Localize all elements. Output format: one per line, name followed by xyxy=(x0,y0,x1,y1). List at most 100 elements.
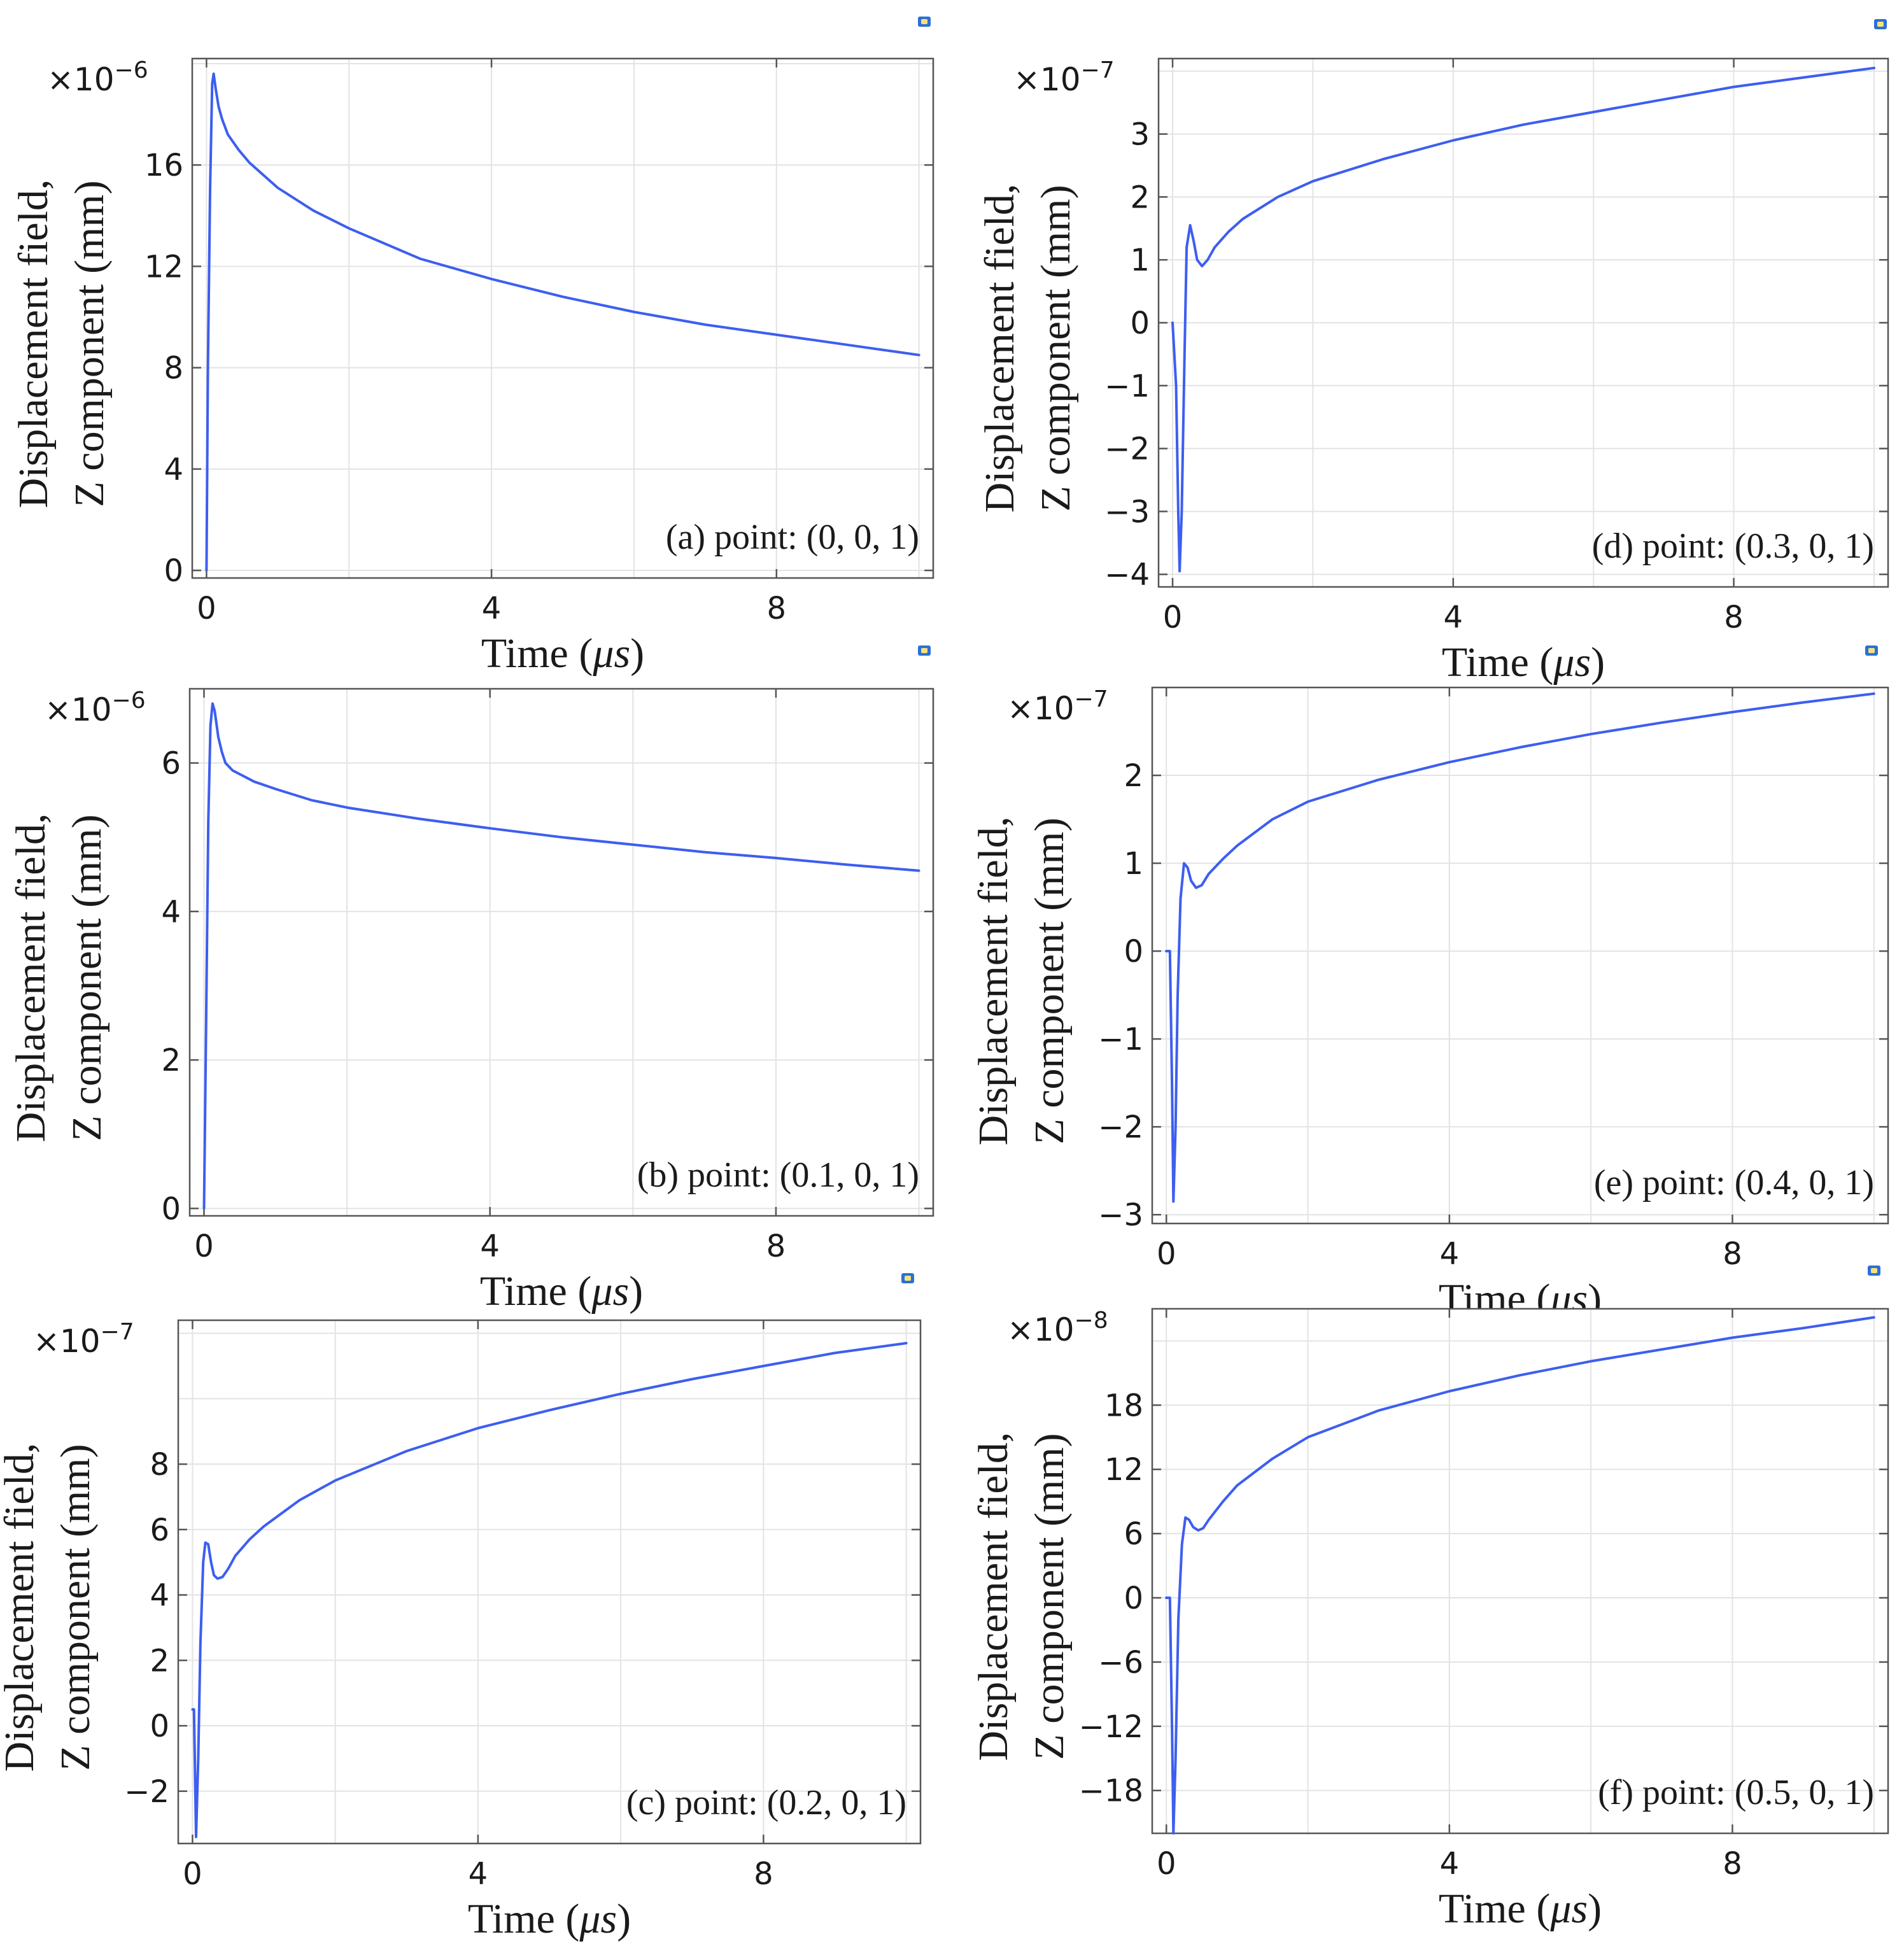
y-tick-label: 6 xyxy=(161,746,181,782)
x-tick-label: 4 xyxy=(1440,1846,1460,1882)
plot-frame xyxy=(191,57,934,579)
legend-marker-icon xyxy=(1865,645,1878,656)
x-tick-label: 4 xyxy=(482,591,502,626)
x-tick-label: 4 xyxy=(469,1856,488,1892)
x-tick-label: 0 xyxy=(1157,1236,1176,1272)
y-tick-label: −2 xyxy=(1098,1110,1143,1145)
series-line xyxy=(1171,66,1875,573)
y-tick-label: −18 xyxy=(1079,1773,1143,1809)
y-tick-label: −2 xyxy=(1104,432,1150,467)
y-tick-label: −1 xyxy=(1098,1022,1143,1057)
point-annotation: (f) point: (0.5, 0, 1) xyxy=(1598,1773,1874,1812)
x-axis-label: Time (μs) xyxy=(480,1268,643,1315)
legend-marker-inner xyxy=(1871,1268,1877,1273)
x-tick-label: 8 xyxy=(1723,1846,1742,1882)
x-axis-label: Time (μs) xyxy=(481,630,644,677)
y-tick-label: −12 xyxy=(1079,1709,1143,1745)
y-tick-label: 0 xyxy=(164,553,183,589)
plot-frame xyxy=(177,1319,922,1845)
y-tick-label: 2 xyxy=(1124,758,1143,794)
y-tick-label: −1 xyxy=(1104,369,1150,404)
series-line xyxy=(202,702,920,1210)
x-tick-label: 0 xyxy=(183,1856,202,1892)
plot-frame xyxy=(188,687,934,1217)
y-tick-label: 4 xyxy=(161,894,181,930)
y-tick-label: −2 xyxy=(124,1774,169,1810)
legend-marker-icon xyxy=(1874,19,1887,29)
y-tick-label: 12 xyxy=(145,249,183,285)
legend-marker-icon xyxy=(1868,1266,1880,1276)
y-tick-label: 6 xyxy=(150,1512,169,1548)
y-axis-multiplier: ×10−8 xyxy=(1007,1308,1108,1348)
x-tick-label: 0 xyxy=(197,591,216,626)
plot-area xyxy=(192,59,933,578)
y-tick-label: 8 xyxy=(150,1447,169,1483)
y-axis-label-line2: Z component (mm) xyxy=(66,180,113,507)
point-annotation: (e) point: (0.4, 0, 1) xyxy=(1594,1163,1874,1202)
x-tick-label: 4 xyxy=(1444,600,1463,635)
x-tick-label: 8 xyxy=(1724,600,1744,635)
x-axis-label: Time (μs) xyxy=(468,1896,631,1942)
y-tick-label: 0 xyxy=(1124,934,1143,969)
y-axis-multiplier: ×10−7 xyxy=(1007,686,1108,727)
plot-area xyxy=(190,689,933,1216)
y-tick-label: −3 xyxy=(1098,1197,1143,1233)
subplot-f: 0 4 8 −18 −12 −6 0 6 12 18 ×10−8 Displacement field… xyxy=(970,1266,1889,1932)
legend-marker-inner xyxy=(1877,22,1884,27)
y-tick-label: −6 xyxy=(1098,1645,1143,1681)
series-line xyxy=(205,72,920,572)
subplot-a: 0 4 8 0 4 8 12 16 ×10−6 Displacement field, Z comp… xyxy=(10,17,934,677)
plot-area xyxy=(178,1320,920,1844)
legend-marker-icon xyxy=(918,17,931,27)
y-tick-label: 16 xyxy=(145,148,183,183)
y-axis-multiplier: ×10−6 xyxy=(47,57,148,98)
y-axis-label-line1: Displacement field, xyxy=(977,184,1023,513)
y-axis-label-line1: Displacement field, xyxy=(970,1432,1017,1761)
y-tick-label: 6 xyxy=(1124,1516,1143,1552)
y-axis-label-line1: Displacement field, xyxy=(10,180,57,509)
y-axis-multiplier: ×10−7 xyxy=(33,1319,134,1360)
x-tick-label: 8 xyxy=(1723,1236,1742,1272)
x-tick-label: 4 xyxy=(1440,1236,1460,1272)
legend-marker-icon xyxy=(918,645,931,656)
y-tick-label: 4 xyxy=(150,1578,169,1614)
point-annotation: (d) point: (0.3, 0, 1) xyxy=(1592,526,1874,566)
y-tick-label: 12 xyxy=(1104,1452,1143,1488)
y-axis-multiplier: ×10−7 xyxy=(1013,57,1115,98)
x-tick-label: 8 xyxy=(766,1229,786,1264)
series-line xyxy=(191,1342,908,1838)
x-tick-label: 8 xyxy=(766,591,786,626)
y-axis-label-line2: Z component (mm) xyxy=(1026,817,1073,1144)
plot-frame xyxy=(1151,1308,1889,1835)
y-axis-label-line2: Z component (mm) xyxy=(64,814,110,1141)
y-tick-label: 2 xyxy=(161,1043,181,1078)
subplot-b: 0 4 8 0 2 4 6 ×10−6 Displacement field, Z compone… xyxy=(8,645,934,1315)
x-tick-label: 0 xyxy=(1163,600,1183,635)
point-annotation: (c) point: (0.2, 0, 1) xyxy=(626,1783,906,1823)
subplot-d: 0 4 8 −4 −3 −2 −1 0 1 2 3 ×10−7 Displacement field, Z… xyxy=(977,19,1889,686)
y-axis-label-line1: Displacement field, xyxy=(8,814,54,1143)
x-tick-label: 4 xyxy=(480,1229,500,1264)
y-tick-label: 0 xyxy=(1130,306,1150,341)
y-axis-label-line2: Z component (mm) xyxy=(1033,185,1079,511)
y-axis-label-line2: Z component (mm) xyxy=(52,1444,99,1770)
legend-marker-inner xyxy=(921,648,927,653)
x-tick-label: 0 xyxy=(1157,1846,1176,1882)
legend-marker-inner xyxy=(905,1276,911,1281)
x-axis-label: Time (μs) xyxy=(1439,1886,1602,1932)
y-tick-label: 18 xyxy=(1104,1388,1143,1423)
legend-marker-inner xyxy=(1868,648,1875,653)
y-tick-label: 2 xyxy=(1130,180,1150,215)
point-annotation: (b) point: (0.1, 0, 1) xyxy=(637,1155,919,1195)
series-line xyxy=(1165,1316,1875,1835)
y-tick-label: 0 xyxy=(161,1191,181,1227)
y-tick-label: 0 xyxy=(1124,1581,1143,1616)
y-tick-label: 0 xyxy=(150,1709,169,1744)
y-tick-label: 1 xyxy=(1130,243,1150,278)
y-axis-label-line1: Displacement field, xyxy=(0,1443,43,1772)
legend-marker-inner xyxy=(921,19,927,24)
y-tick-label: 1 xyxy=(1124,846,1143,882)
subplot-e: 0 4 8 −3 −2 −1 0 1 2 ×10−7 Displacement field, Z co… xyxy=(970,645,1889,1322)
x-tick-label: 0 xyxy=(194,1229,214,1264)
